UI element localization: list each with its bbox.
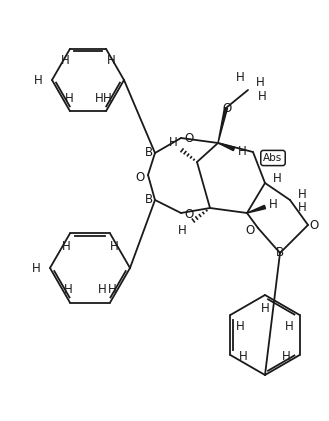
Text: H: H bbox=[285, 320, 294, 333]
Text: H: H bbox=[261, 303, 269, 315]
Polygon shape bbox=[218, 108, 227, 143]
Text: O: O bbox=[184, 208, 194, 221]
Text: H: H bbox=[62, 240, 70, 253]
Text: H: H bbox=[107, 54, 115, 67]
Text: B: B bbox=[145, 146, 153, 158]
Text: H: H bbox=[103, 92, 112, 105]
Text: H: H bbox=[236, 70, 244, 83]
Text: O: O bbox=[184, 131, 194, 144]
Text: O: O bbox=[245, 224, 255, 237]
Text: H: H bbox=[236, 320, 245, 333]
Text: H: H bbox=[258, 90, 266, 102]
Polygon shape bbox=[247, 205, 266, 213]
Text: H: H bbox=[34, 74, 42, 86]
Text: H: H bbox=[298, 200, 306, 213]
Text: H: H bbox=[178, 224, 186, 237]
Text: H: H bbox=[298, 187, 306, 200]
Text: B: B bbox=[145, 192, 153, 205]
Text: H: H bbox=[95, 92, 103, 105]
Text: H: H bbox=[61, 54, 69, 67]
Text: H: H bbox=[238, 144, 246, 157]
Text: B: B bbox=[276, 247, 284, 259]
Text: Abs: Abs bbox=[264, 153, 283, 163]
Text: H: H bbox=[273, 171, 281, 184]
Text: O: O bbox=[309, 218, 318, 232]
Text: O: O bbox=[135, 171, 145, 184]
Text: H: H bbox=[98, 283, 106, 296]
Text: H: H bbox=[32, 261, 40, 274]
Text: H: H bbox=[256, 75, 265, 88]
Text: H: H bbox=[169, 136, 177, 149]
Text: H: H bbox=[108, 283, 116, 296]
Text: H: H bbox=[63, 283, 72, 296]
Text: H: H bbox=[110, 240, 118, 253]
Polygon shape bbox=[218, 143, 235, 151]
Text: H: H bbox=[239, 351, 248, 363]
Text: O: O bbox=[222, 101, 232, 115]
Text: H: H bbox=[282, 351, 291, 363]
Text: H: H bbox=[64, 92, 73, 105]
Text: H: H bbox=[268, 197, 277, 210]
